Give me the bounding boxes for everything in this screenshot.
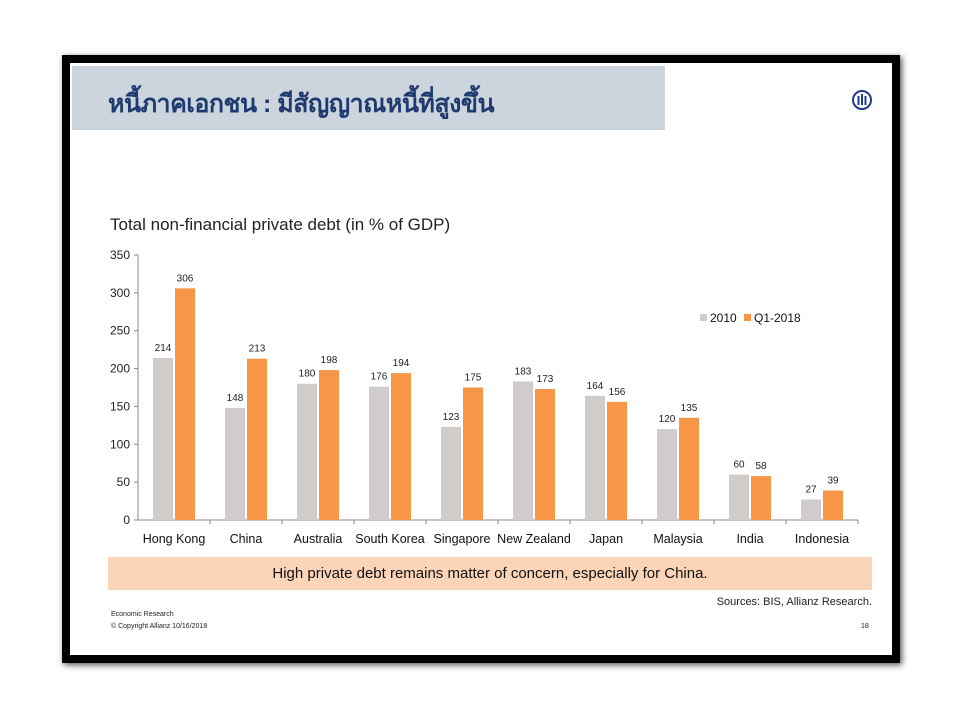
data-label: 164 xyxy=(587,381,604,392)
data-label: 180 xyxy=(299,369,316,380)
data-label: 176 xyxy=(371,372,388,383)
data-label: 148 xyxy=(227,393,244,404)
data-label: 173 xyxy=(537,374,554,385)
x-tick-label: India xyxy=(736,532,763,546)
data-label: 60 xyxy=(733,460,745,471)
bar-Q1-2018 xyxy=(319,370,339,520)
legend-swatch xyxy=(744,314,751,321)
bar-Q1-2018 xyxy=(391,373,411,520)
bar-Q1-2018 xyxy=(679,417,699,520)
bar-2010 xyxy=(513,381,533,520)
y-tick-label: 200 xyxy=(110,362,130,376)
bar-2010 xyxy=(297,383,317,520)
bar-Q1-2018 xyxy=(751,476,771,520)
bar-2010 xyxy=(801,499,821,520)
x-tick-label: Japan xyxy=(589,532,623,546)
x-tick-label: China xyxy=(230,532,263,546)
bar-2010 xyxy=(657,429,677,520)
x-tick-label: Malaysia xyxy=(653,532,702,546)
slide xyxy=(70,63,892,655)
bar-Q1-2018 xyxy=(463,387,483,520)
legend-label: 2010 xyxy=(710,311,737,325)
data-label: 213 xyxy=(249,344,266,355)
bar-Q1-2018 xyxy=(175,288,195,520)
slide-title: หนี้ภาคเอกชน : มีสัญญาณหนี้ที่สูงขึ้น xyxy=(108,90,495,118)
allianz-logo-icon xyxy=(852,90,872,110)
data-label: 156 xyxy=(609,387,626,398)
sources: Sources: BIS, Allianz Research. xyxy=(716,596,872,608)
data-label: 214 xyxy=(155,343,172,354)
x-tick-label: Indonesia xyxy=(795,532,849,546)
y-tick-label: 250 xyxy=(110,324,130,338)
y-tick-label: 100 xyxy=(110,437,130,451)
data-label: 183 xyxy=(515,366,532,377)
data-label: 120 xyxy=(659,414,676,425)
page-number: 18 xyxy=(861,623,869,630)
footer-department: Economic Research xyxy=(111,611,174,618)
x-tick-label: Australia xyxy=(294,532,343,546)
bar-Q1-2018 xyxy=(823,490,843,520)
x-tick-label: Hong Kong xyxy=(143,532,206,546)
bar-2010 xyxy=(225,407,245,520)
y-tick-label: 350 xyxy=(110,248,130,262)
y-tick-label: 0 xyxy=(123,513,130,527)
bar-Q1-2018 xyxy=(607,401,627,520)
data-label: 175 xyxy=(465,373,482,384)
y-tick-label: 50 xyxy=(117,475,131,489)
bar-2010 xyxy=(729,474,749,520)
chart-title: Total non-financial private debt (in % o… xyxy=(110,215,451,234)
legend-label: Q1-2018 xyxy=(754,311,801,325)
data-label: 198 xyxy=(321,355,338,366)
data-label: 39 xyxy=(827,475,839,486)
y-tick-label: 300 xyxy=(110,286,130,300)
title-band xyxy=(72,66,665,130)
data-label: 123 xyxy=(443,412,460,423)
footer-copyright: © Copyright Allianz 10/16/2018 xyxy=(111,623,208,630)
legend-swatch xyxy=(700,314,707,321)
x-tick-label: Singapore xyxy=(434,532,491,546)
bar-2010 xyxy=(369,386,389,520)
x-tick-label: New Zealand xyxy=(497,532,571,546)
conclusion-banner: High private debt remains matter of conc… xyxy=(108,557,872,590)
data-label: 27 xyxy=(805,485,817,496)
bar-Q1-2018 xyxy=(247,358,267,520)
x-tick-label: South Korea xyxy=(355,532,425,546)
data-label: 194 xyxy=(393,358,410,369)
data-label: 135 xyxy=(681,403,698,414)
bar-Q1-2018 xyxy=(535,389,555,520)
y-tick-label: 150 xyxy=(110,399,130,413)
bar-2010 xyxy=(153,357,173,520)
bar-2010 xyxy=(441,426,461,520)
data-label: 306 xyxy=(177,273,194,284)
data-label: 58 xyxy=(755,461,767,472)
bar-2010 xyxy=(585,395,605,520)
